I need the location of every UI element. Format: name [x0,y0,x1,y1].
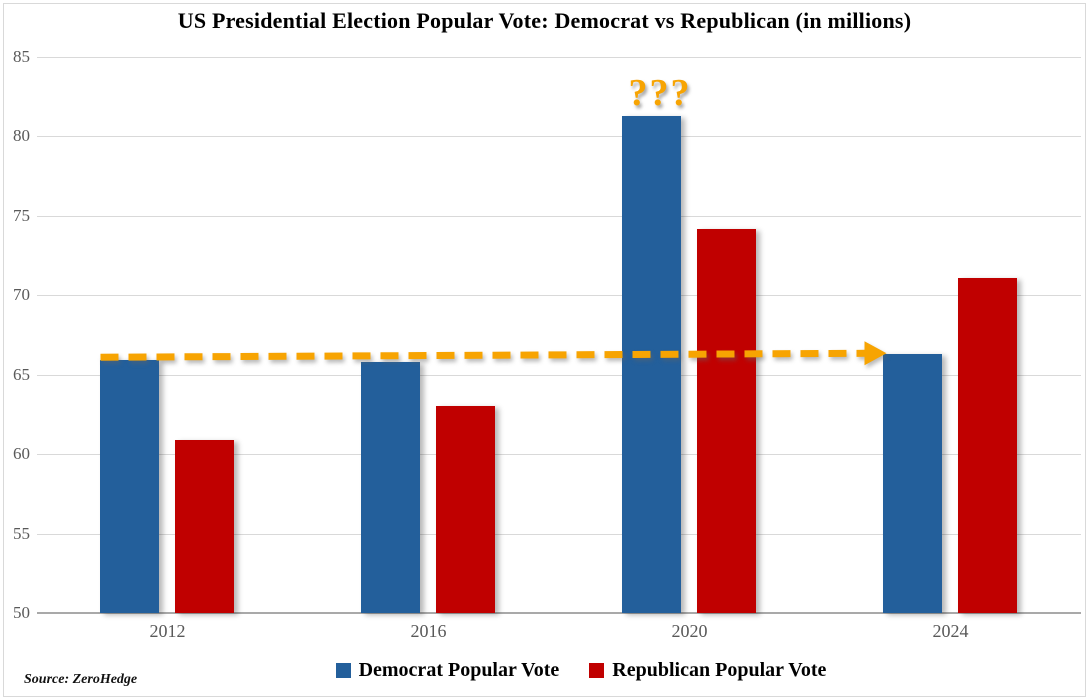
source-credit: Source: ZeroHedge [24,672,138,687]
x-axis-tick-2016: 2016 [410,621,447,641]
x-axis-line [37,612,1081,614]
gridline-60 [37,454,1081,456]
bar-republican-2016 [435,406,495,613]
x-axis-tick-2024: 2024 [932,621,969,641]
plot-area: 2012 2016 2020 2024??? [37,57,1081,641]
bar-republican-2012 [174,439,234,613]
y-axis-tick-75: 75 [13,205,30,225]
y-axis-tick-55: 55 [13,523,30,543]
republican-swatch [589,663,605,678]
bar-republican-2020 [696,228,756,613]
chart-border [3,3,1086,697]
legend: Democrat Popular Vote Republican Popular… [0,659,1089,682]
x-axis-tick-2020: 2020 [671,621,708,641]
bar-democrat-2020 [621,115,681,613]
gridline-80 [37,136,1081,138]
trend-dashed-arrow [100,341,887,366]
y-axis-tick-80: 80 [13,126,30,146]
gridline-75 [37,215,1081,217]
y-axis-tick-50: 50 [13,603,30,622]
y-axis-tick-60: 60 [13,444,30,464]
legend-item-democrat: Democrat Popular Vote [335,659,560,682]
bar-democrat-2012 [99,360,159,613]
chart-title: US Presidential Election Popular Vote: D… [177,8,912,33]
gridline-85 [37,57,1081,58]
legend-item-republican: Republican Popular Vote [589,659,826,682]
legend-label-democrat: Democrat Popular Vote [358,659,560,681]
y-axis-tick-85: 85 [13,47,30,66]
democrat-swatch [335,663,351,678]
question-marks-annotation: ??? [628,71,692,114]
bar-republican-2024 [957,277,1017,613]
gridline-70 [37,295,1081,297]
gridline-55 [37,533,1081,535]
y-axis-tick-70: 70 [13,285,30,305]
x-axis-tick-2012: 2012 [149,621,186,641]
bar-democrat-2016 [360,362,420,613]
bar-democrat-2024 [882,354,942,613]
gridline-65 [37,374,1081,376]
y-axis-tick-65: 65 [13,364,30,384]
legend-label-republican: Republican Popular Vote [612,659,827,681]
